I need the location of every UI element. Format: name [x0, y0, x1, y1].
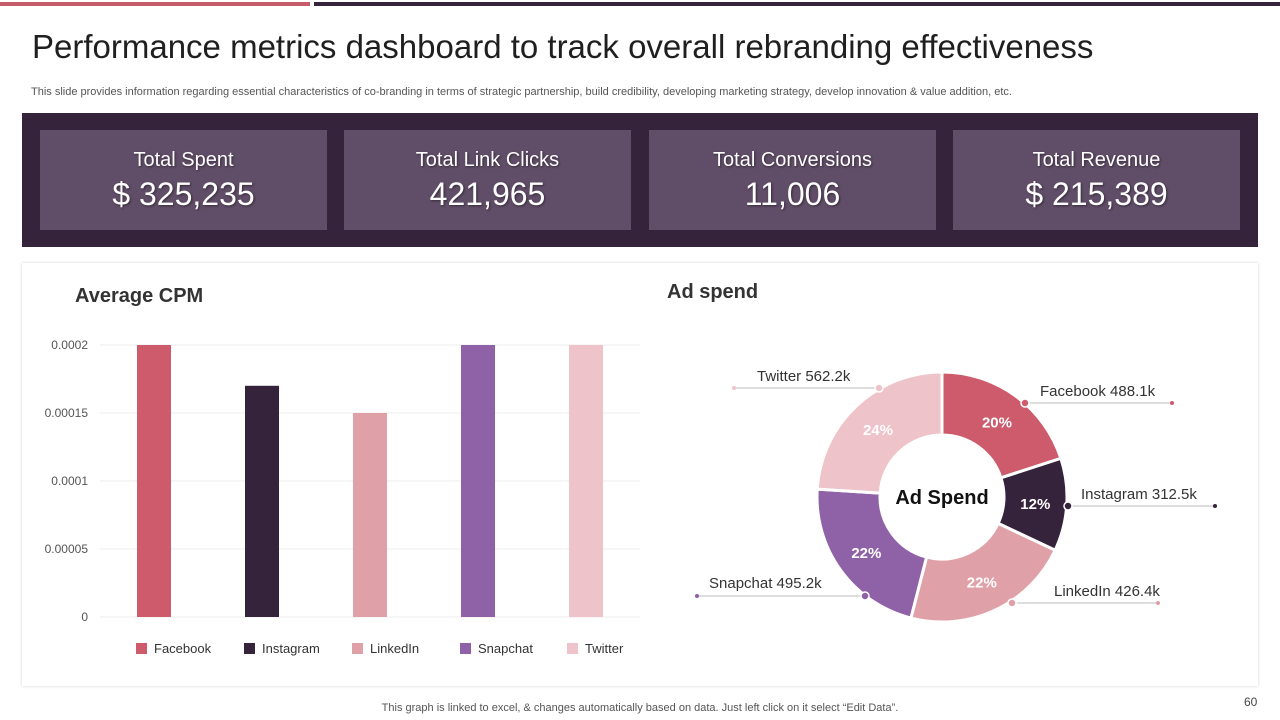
- bar-instagram: [245, 385, 279, 617]
- kpi-band: Total Spent $ 325,235 Total Link Clicks …: [22, 113, 1258, 247]
- slice-percent-label: 22%: [851, 545, 881, 562]
- donut-chart-title: Ad spend: [667, 281, 759, 303]
- bar-linkedin: [353, 413, 387, 617]
- ad-spend-donut-chart: 20% Facebook 488.1k 12% Instagram 312.5k 22%…: [695, 368, 1217, 624]
- legend-swatch-snapchat: [460, 643, 471, 654]
- kpi-label: Total Spent: [133, 149, 234, 171]
- kpi-card-total-spent: Total Spent $ 325,235: [40, 130, 327, 230]
- leader-end-dot: [732, 386, 736, 390]
- y-tick-label: 0.00015: [45, 406, 89, 420]
- legend-swatch-linkedin: [352, 643, 363, 654]
- kpi-label: Total Revenue: [1032, 149, 1161, 171]
- bar-twitter: [569, 345, 603, 617]
- kpi-card-total-link-clicks: Total Link Clicks 421,965: [344, 130, 631, 230]
- leader-dot: [1063, 501, 1073, 511]
- page-subtitle: This slide provides information regardin…: [31, 86, 1012, 98]
- kpi-card-total-conversions: Total Conversions 11,006: [649, 130, 936, 230]
- legend-label-snapchat: Snapchat: [478, 641, 533, 656]
- kpi-card-total-revenue: Total Revenue $ 215,389: [953, 130, 1240, 230]
- donut-center-label: Ad Spend: [895, 487, 988, 509]
- leader-end-dot: [1156, 601, 1160, 605]
- footer-note: This graph is linked to excel, & changes…: [381, 702, 899, 714]
- callout-label-instagram: Instagram 312.5k: [1081, 486, 1197, 503]
- callout-label-linkedin: LinkedIn 426.4k: [1054, 583, 1160, 600]
- leader-end-dot: [1213, 504, 1217, 508]
- slice-percent-label: 12%: [1020, 496, 1050, 513]
- kpi-value: 421,965: [429, 176, 546, 212]
- leader-dot: [860, 591, 870, 601]
- slice-percent-label: 22%: [967, 575, 997, 592]
- y-tick-label: 0.0002: [51, 338, 88, 352]
- kpi-label: Total Conversions: [713, 149, 872, 171]
- average-cpm-bar-chart: 0 0.00005 0.0001 0.00015 0.0002 Facebook Insta…: [45, 338, 640, 656]
- legend-label-twitter: Twitter: [585, 641, 624, 656]
- y-tick-label: 0.0001: [51, 474, 88, 488]
- leader-end-dot: [1170, 401, 1174, 405]
- y-tick-label: 0.00005: [45, 542, 89, 556]
- leader-dot: [1007, 598, 1017, 608]
- slice-percent-label: 20%: [982, 414, 1012, 431]
- slice-facebook: [940, 370, 1063, 480]
- bar-chart-title: Average CPM: [75, 285, 204, 307]
- slice-linkedin: [909, 521, 1058, 624]
- top-accent-bar-left: [0, 2, 310, 6]
- legend-label-instagram: Instagram: [262, 641, 320, 656]
- slice-twitter: [815, 370, 944, 495]
- callout-label-snapchat: Snapchat 495.2k: [709, 575, 822, 592]
- donut-hole: [886, 441, 998, 553]
- kpi-value: 11,006: [744, 176, 841, 212]
- callout-label-facebook: Facebook 488.1k: [1040, 383, 1156, 400]
- legend-swatch-facebook: [136, 643, 147, 654]
- kpi-value: $ 215,389: [1025, 176, 1168, 212]
- leader-end-dot: [695, 594, 699, 598]
- leader-dot: [874, 383, 884, 393]
- legend-label-linkedin: LinkedIn: [370, 641, 419, 656]
- slice-percent-label: 24%: [863, 422, 893, 439]
- kpi-value: $ 325,235: [112, 176, 255, 212]
- bar-snapchat: [461, 345, 495, 617]
- bar-facebook: [137, 345, 171, 617]
- page-title: Performance metrics dashboard to track o…: [32, 28, 1094, 65]
- legend-swatch-instagram: [244, 643, 255, 654]
- callout-label-twitter: Twitter 562.2k: [757, 368, 851, 385]
- legend-label-facebook: Facebook: [154, 641, 212, 656]
- top-accent-bar-right: [314, 2, 1280, 6]
- page-number: 60: [1244, 695, 1258, 709]
- leader-dot: [1020, 398, 1030, 408]
- kpi-label: Total Link Clicks: [415, 149, 560, 171]
- y-tick-label: 0: [81, 610, 88, 624]
- legend-swatch-twitter: [567, 643, 578, 654]
